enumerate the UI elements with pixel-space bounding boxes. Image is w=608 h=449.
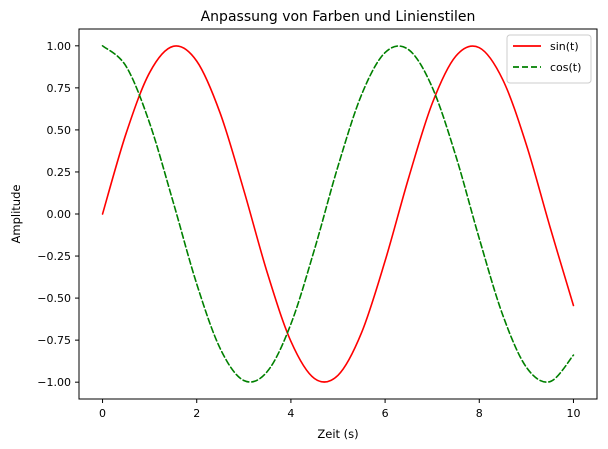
y-tick-label-neg0_5: −0.50	[37, 292, 71, 305]
x-axis-label: Zeit (s)	[317, 427, 358, 441]
y-tick-label-1: 1.00	[47, 40, 72, 53]
legend-entry-sin: sin(t)	[513, 40, 579, 53]
y-tick-label-neg0_75: −0.75	[37, 334, 71, 347]
series-group	[101, 45, 575, 383]
x-tick-label-10: 10	[566, 407, 580, 420]
y-tick-label-neg1: −1.00	[37, 376, 71, 389]
y-tick-label-0: 0.00	[47, 208, 72, 221]
y-axis: −1.00 −0.75 −0.50 −0.25 0.00 0.25 0.50 0.75 1.00	[37, 40, 79, 389]
plot-frame	[78, 28, 598, 400]
chart-title: Anpassung von Farben und Linienstilen	[201, 9, 476, 25]
x-axis: 0 2 4 6 8 10	[99, 399, 580, 420]
x-tick-label-4: 4	[287, 407, 294, 420]
series-line-1	[101, 45, 575, 383]
series-line-0	[101, 45, 575, 383]
y-axis-label: Amplitude	[9, 185, 23, 244]
legend: sin(t) cos(t)	[506, 34, 592, 84]
x-tick-label-8: 8	[476, 407, 483, 420]
legend-label-cos: cos(t)	[550, 61, 581, 74]
y-tick-label-0_5: 0.50	[47, 124, 72, 137]
legend-box	[506, 34, 592, 84]
plot-area: 0 2 4 6 8 10 −1.00 −0.75 −0.50 −0.25 0.00 0.25 0.50…	[37, 28, 598, 420]
legend-label-sin: sin(t)	[550, 40, 579, 53]
x-tick-label-2: 2	[193, 407, 200, 420]
y-tick-label-0_75: 0.75	[47, 82, 72, 95]
y-tick-label-neg0_25: −0.25	[37, 250, 71, 263]
x-tick-label-6: 6	[382, 407, 389, 420]
y-tick-label-0_25: 0.25	[47, 166, 72, 179]
legend-entry-cos: cos(t)	[513, 61, 581, 74]
x-tick-label-0: 0	[99, 407, 106, 420]
